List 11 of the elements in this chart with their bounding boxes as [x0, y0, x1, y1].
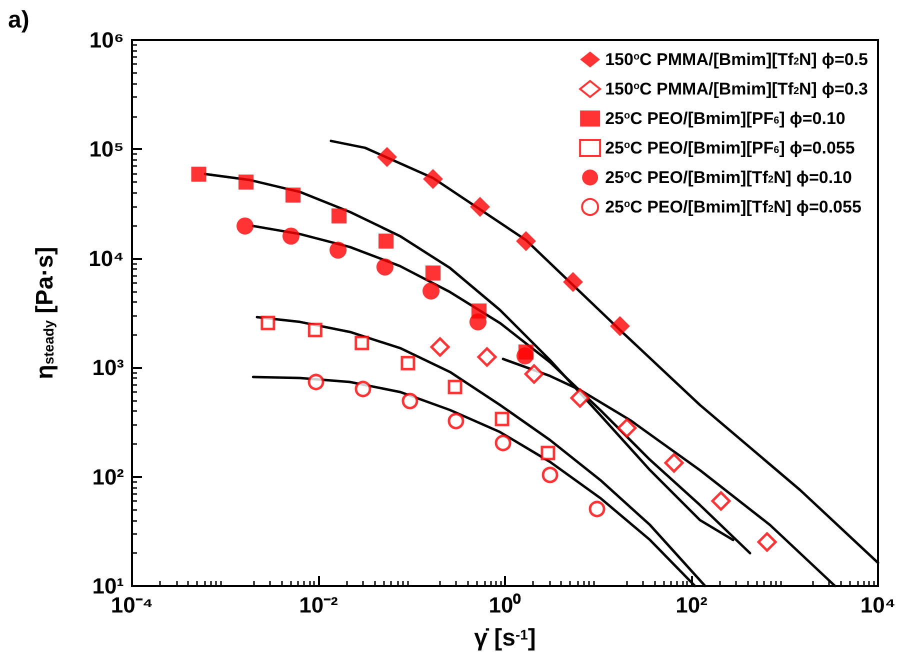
- y-tick-label: 10²: [92, 464, 124, 490]
- x-tick-label: 10²: [676, 592, 708, 618]
- x-tick-label: 10⁴: [860, 592, 896, 618]
- text: a): [8, 6, 30, 34]
- y-tick-label: 10³: [92, 355, 124, 380]
- y-axis-title: ηsteady [Pa·s]: [32, 246, 58, 380]
- y-tick-label: 10⁴: [88, 246, 124, 271]
- x-tick-label: 10⁻²: [299, 592, 338, 618]
- y-tick-label: 10⁶: [89, 28, 124, 52]
- x-tick-label: 10⁰: [488, 592, 522, 618]
- y-tick-label: 10⁵: [89, 136, 124, 162]
